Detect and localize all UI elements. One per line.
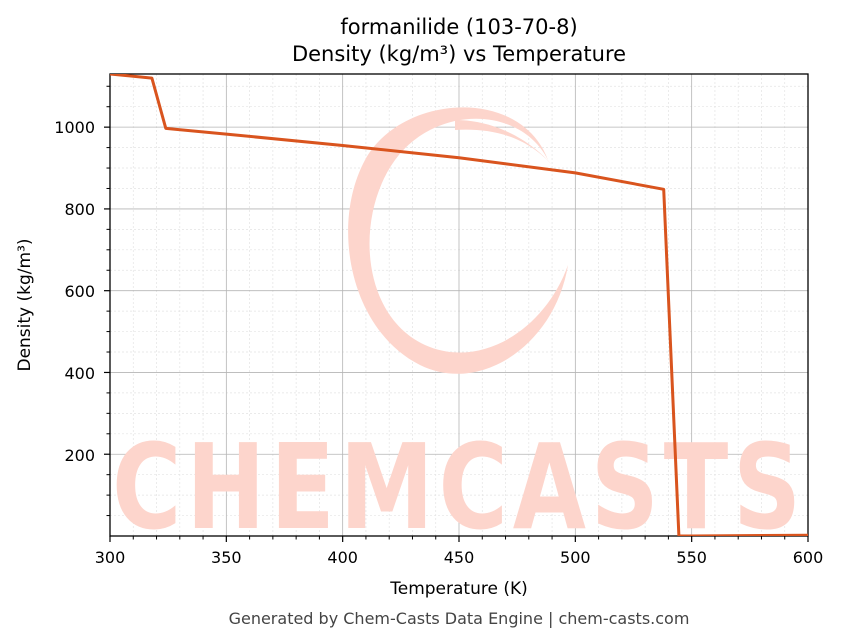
footer-credit: Generated by Chem-Casts Data Engine | ch… — [229, 609, 690, 628]
y-tick-label: 200 — [64, 446, 95, 465]
series-line-density — [110, 74, 808, 536]
x-tick-label: 400 — [327, 548, 358, 567]
chart-title: formanilide (103-70-8) — [340, 15, 577, 39]
y-tick-label: 800 — [64, 200, 95, 219]
x-tick-label: 350 — [211, 548, 242, 567]
x-axis-title: Temperature (K) — [389, 579, 528, 599]
x-tick-label: 450 — [444, 548, 475, 567]
y-tick-label: 1000 — [54, 118, 95, 137]
x-tick-label: 550 — [676, 548, 707, 567]
chart-subtitle: Density (kg/m³) vs Temperature — [292, 42, 626, 66]
axis-ticks — [104, 85, 809, 542]
x-tick-labels: 300 350 400 450 500 550 600 — [95, 548, 824, 567]
x-tick-label: 300 — [95, 548, 126, 567]
series-group — [110, 74, 808, 536]
major-grid — [110, 74, 808, 536]
y-tick-label: 600 — [64, 282, 95, 301]
watermark: CHEMCASTS — [112, 107, 806, 556]
y-tick-labels: 200 400 600 800 1000 — [54, 118, 95, 465]
watermark-text: CHEMCASTS — [112, 418, 806, 556]
x-tick-label: 600 — [793, 548, 824, 567]
y-axis-title: Density (kg/m³) — [15, 238, 35, 371]
x-tick-label: 500 — [560, 548, 591, 567]
y-tick-label: 400 — [64, 364, 95, 383]
watermark-swirl-inner — [455, 120, 552, 165]
